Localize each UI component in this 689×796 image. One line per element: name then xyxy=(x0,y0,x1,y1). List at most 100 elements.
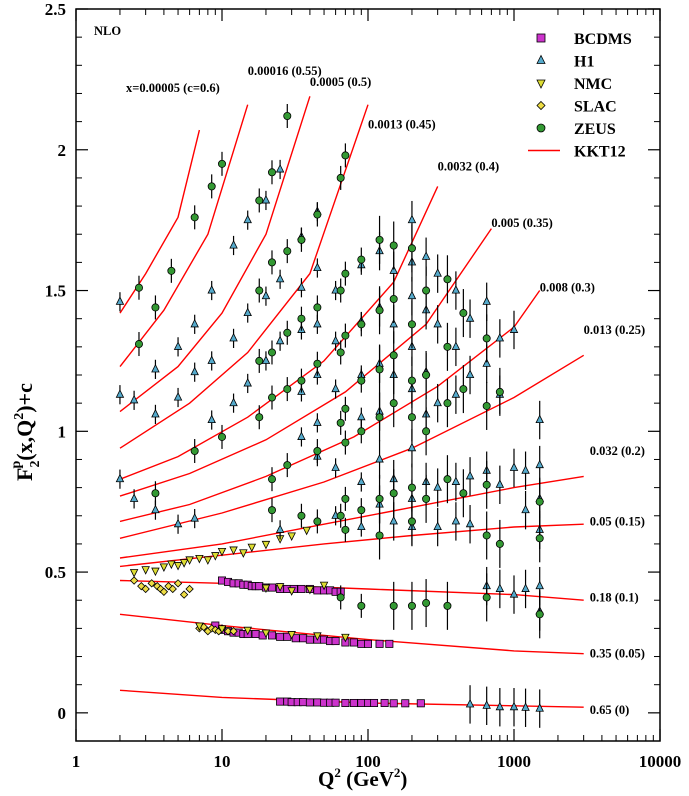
nmc-point xyxy=(247,543,257,553)
h1-point xyxy=(313,262,322,272)
bcdms-point xyxy=(299,634,308,643)
x-axis-title-unit: (GeV xyxy=(341,767,394,791)
nmc-point xyxy=(203,556,213,565)
zeus-point xyxy=(389,601,398,610)
zeus-point xyxy=(443,399,452,408)
slac-point xyxy=(159,587,169,596)
nmc-point xyxy=(167,560,176,570)
h1-point xyxy=(190,513,199,522)
h1-point xyxy=(151,504,160,514)
zeus-point xyxy=(341,404,350,413)
zeus-point xyxy=(134,283,143,292)
y-axis-title-sub: 2 xyxy=(28,461,43,468)
slac-point xyxy=(223,627,233,636)
h1-point xyxy=(331,335,340,345)
bcdms-point xyxy=(251,630,260,639)
bcdms-point xyxy=(305,698,314,707)
zeus-point xyxy=(375,306,384,315)
bcdms-point xyxy=(370,698,379,707)
curve-label: 0.05 (0.15) xyxy=(590,514,645,528)
h1-point xyxy=(535,459,544,469)
zeus-point xyxy=(283,461,292,470)
slac-point xyxy=(229,627,238,636)
nmc-point xyxy=(275,583,285,592)
h1-point xyxy=(433,482,442,491)
tick-labels: 1 10 100 1000 10000 0 0.5 1 1.5 2 2.5 xyxy=(45,0,682,771)
h1-point xyxy=(313,318,322,328)
h1-point xyxy=(331,383,340,393)
zeus-point xyxy=(389,489,398,498)
h1-point xyxy=(482,700,491,709)
h1-point xyxy=(375,453,384,463)
h1-point xyxy=(451,476,461,485)
h1-point xyxy=(407,442,417,452)
zeus-point xyxy=(357,506,366,515)
zeus-point xyxy=(375,494,384,503)
nmc-point xyxy=(211,552,220,561)
x-axis-title-base: Q xyxy=(318,767,334,791)
zeus-point xyxy=(422,286,431,295)
fit-curves xyxy=(119,96,585,708)
curve-label: 0.0032 (0.4) xyxy=(438,160,499,174)
curve-label: 0.032 (0.2) xyxy=(590,444,645,458)
slac-point xyxy=(147,579,156,588)
slac-point xyxy=(173,579,183,588)
zeus-point xyxy=(407,517,416,526)
slac-point xyxy=(129,576,139,585)
zeus-point xyxy=(313,447,322,456)
zeus-point xyxy=(297,511,306,520)
zeus-point xyxy=(167,266,176,275)
h1-point xyxy=(331,462,340,471)
zeus-point xyxy=(482,401,491,410)
zeus-point xyxy=(443,475,452,484)
bcdms-point xyxy=(401,699,410,708)
zeus-point xyxy=(389,241,398,250)
h1-point xyxy=(407,290,417,300)
zeus-point xyxy=(283,328,292,337)
h1-point xyxy=(433,268,442,277)
h1-point xyxy=(421,251,431,260)
bcdms-point xyxy=(416,699,425,708)
zeus-point xyxy=(267,475,276,484)
curve-label: 0.18 (0.1) xyxy=(590,590,639,604)
zeus-point xyxy=(357,320,366,329)
nmc-point xyxy=(217,547,227,557)
h1-point xyxy=(313,417,322,426)
h1-point xyxy=(482,358,491,367)
h1-point xyxy=(389,515,398,525)
zeus-point xyxy=(375,531,384,540)
zeus-point xyxy=(341,151,350,160)
zeus-point xyxy=(336,511,345,520)
h1-point xyxy=(297,282,306,291)
zeus-point xyxy=(297,376,306,385)
h1-point xyxy=(509,462,519,471)
zeus-point xyxy=(313,517,322,526)
data-points xyxy=(115,103,544,728)
nmc-point xyxy=(185,556,194,565)
zeus-point xyxy=(389,351,398,360)
bcdms-point xyxy=(389,699,398,708)
zeus-point xyxy=(267,258,276,267)
x-axis-title: Q2 (GeV2) xyxy=(318,765,407,791)
zeus-point xyxy=(482,334,491,343)
zeus-point xyxy=(336,173,345,182)
bcdms-point xyxy=(299,698,308,707)
zeus-point xyxy=(283,385,292,394)
kkt12-curve xyxy=(119,579,584,601)
curve-label: 0.35 (0.05) xyxy=(590,647,645,661)
h1-point xyxy=(495,583,505,592)
slac-point xyxy=(185,584,194,594)
zeus-point xyxy=(422,494,431,503)
h1-point xyxy=(495,479,505,488)
zeus-point xyxy=(267,168,276,177)
h1-point xyxy=(190,318,199,328)
bcdms-point xyxy=(357,639,366,648)
h1-point xyxy=(115,296,125,305)
h1-point xyxy=(243,307,252,317)
bcdms-point xyxy=(313,586,322,595)
h1-point xyxy=(465,369,475,379)
zeus-point xyxy=(336,593,345,602)
h1-point xyxy=(229,332,238,342)
x-tick-label: 1 xyxy=(72,752,81,771)
h1-point xyxy=(173,518,183,528)
